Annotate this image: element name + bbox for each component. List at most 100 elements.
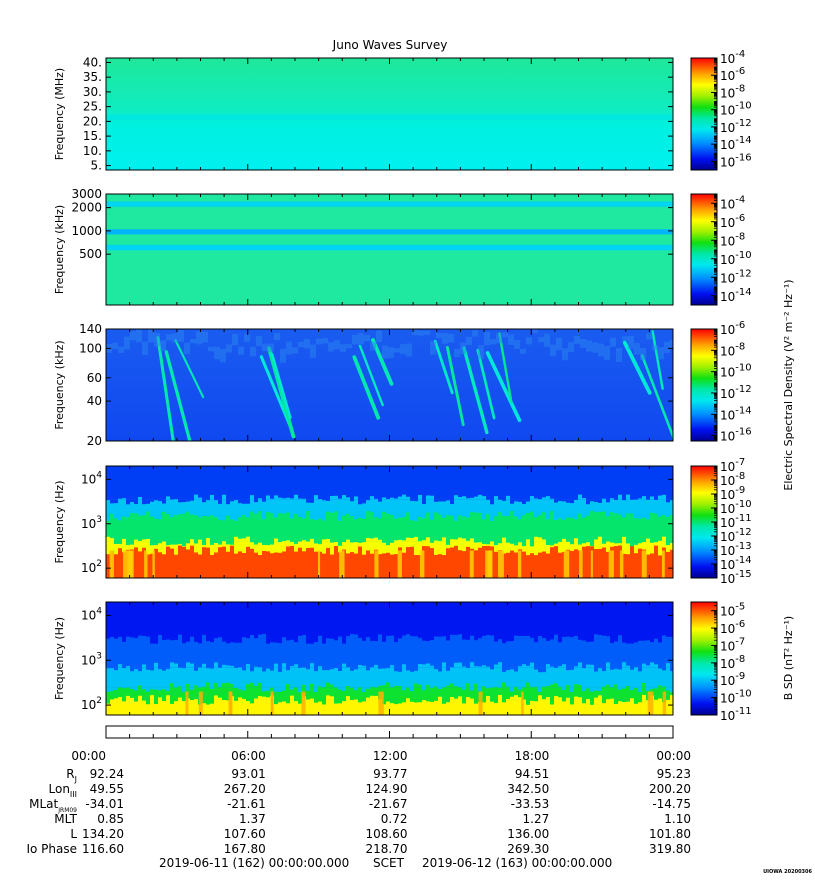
panel-lfr-low-magnetic-texture — [154, 662, 158, 668]
panel-lfr-low-magnetic-texture — [106, 687, 110, 692]
panel-lfr-low-electric-texture — [190, 514, 194, 516]
panel-lfr-low-electric-texture — [126, 515, 130, 518]
panel-lfr-low-electric-texture — [318, 515, 322, 519]
panel-lfr-low-electric-texture — [474, 512, 478, 516]
panel-lfr-low-electric-texture — [110, 499, 114, 504]
panel-lfr-low-magnetic-texture — [218, 697, 222, 700]
panel-hfr-high-ytick-label: 20. — [83, 114, 102, 128]
panel-lfr-low-magnetic-texture — [354, 699, 358, 700]
panel-lfr-low-magnetic-texture — [458, 634, 462, 639]
panel-lfr-low-electric-texture — [314, 495, 318, 500]
panel-lfr-low-electric-texture — [218, 547, 222, 551]
panel-lfr-low-magnetic-texture — [598, 635, 602, 639]
panel-lfr-low-electric-burst-15 — [397, 550, 402, 578]
panel-lfr-low-magnetic-texture — [502, 699, 506, 703]
panel-lfr-low-electric-texture — [194, 494, 198, 500]
panel-lfr-low-electric-texture — [218, 541, 222, 545]
panel-lfr-low-electric-texture — [546, 550, 550, 554]
panel-lfr-high-texture — [484, 332, 490, 346]
panel-lfr-low-electric-texture — [262, 499, 266, 502]
panel-lfr-low-magnetic-texture — [430, 665, 434, 668]
panel-lfr-low-magnetic-texture — [582, 667, 586, 669]
panel-lfr-low-electric-texture — [510, 511, 514, 516]
panel-lfr-low-magnetic-texture — [118, 697, 122, 700]
panel-lfr-high-texture — [412, 329, 418, 336]
ephemeris-value: 342.50 — [507, 782, 549, 796]
panel-lfr-low-magnetic-texture — [426, 663, 430, 668]
panel-lfr-low-electric-texture — [302, 550, 306, 552]
panel-lfr-low-magnetic-texture — [142, 687, 146, 690]
panel-lfr-low-magnetic-texture — [430, 638, 434, 641]
panel-lfr-high-texture — [496, 333, 502, 344]
panel-lfr-low-magnetic-texture — [310, 683, 314, 688]
panel-lfr-low-magnetic-texture — [474, 638, 478, 641]
panel-hfr-high-ytick-label: 5. — [91, 159, 102, 173]
panel-lfr-low-electric-texture — [222, 494, 226, 500]
panel-lfr-low-electric-colorbar-tick-label: 10-12 — [720, 527, 752, 544]
panel-hfr-high-colorbar — [690, 57, 718, 171]
panel-lfr-low-electric-texture — [374, 515, 378, 518]
panel-lfr-high-texture — [238, 346, 244, 355]
panel-lfr-low-electric-texture — [610, 546, 614, 551]
panel-lfr-low-electric-texture — [582, 515, 586, 518]
panel-lfr-low-magnetic-texture — [286, 667, 290, 671]
panel-lfr-low-magnetic-texture — [226, 665, 230, 668]
panel-lfr-low-electric-texture — [182, 499, 186, 503]
time-axis-label: 00:00 — [71, 749, 106, 763]
panel-lfr-low-magnetic-texture — [366, 667, 370, 671]
panel-lfr-low-magnetic-burst-11 — [228, 691, 232, 715]
panel-lfr-low-magnetic-texture — [622, 699, 626, 703]
panel-lfr-low-magnetic-texture — [650, 662, 654, 668]
panel-lfr-low-electric-texture — [506, 550, 510, 553]
panel-lfr-low-electric-texture — [434, 540, 438, 542]
panel-lfr-low-electric-texture — [478, 541, 482, 543]
ephemeris-value: 93.77 — [373, 767, 407, 781]
panel-lfr-low-electric-texture — [150, 499, 154, 502]
panel-lfr-low-magnetic-texture — [414, 667, 418, 671]
panel-lfr-low-magnetic-texture — [662, 635, 666, 639]
panel-lfr-low-electric-texture — [302, 498, 306, 500]
panel-lfr-low-magnetic-texture — [570, 637, 574, 639]
panel-lfr-low-electric-texture — [410, 546, 414, 551]
panel-lfr-low-magnetic-texture — [578, 662, 582, 668]
panel-lfr-low-magnetic-texture — [134, 667, 138, 670]
panel-lfr-low-magnetic-texture — [614, 667, 618, 669]
panel-lfr-low-electric-texture — [266, 550, 270, 552]
panel-lfr-low-magnetic-texture — [634, 687, 638, 688]
panel-lfr-low-electric-texture — [626, 494, 630, 500]
panel-lfr-high-texture — [328, 342, 334, 352]
panel-lfr-low-magnetic-texture — [418, 684, 422, 688]
panel-lfr-low-electric-texture — [550, 541, 554, 546]
panel-lfr-low-electric-colorbar-tick-label: 10-9 — [720, 485, 745, 502]
panel-lfr-low-electric-texture — [430, 515, 434, 520]
panel-lfr-low-magnetic-colorbar-tick-label: 10-7 — [720, 636, 745, 653]
panel-lfr-low-magnetic-texture — [166, 695, 170, 700]
panel-lfr-low-magnetic-texture — [278, 687, 282, 692]
panel-lfr-low-electric-texture — [546, 515, 550, 520]
panel-lfr-low-magnetic-texture — [158, 635, 162, 639]
panel-lfr-low-electric-texture — [194, 541, 198, 544]
panel-lfr-low-magnetic-texture — [606, 662, 610, 668]
panel-lfr-low-magnetic-texture — [434, 686, 438, 688]
panel-lfr-high-colorbar-tick-label: 10-6 — [720, 320, 745, 337]
panel-lfr-low-magnetic-texture — [534, 699, 538, 702]
panel-lfr-low-magnetic-texture — [342, 638, 346, 644]
ephemeris-row-label: L — [70, 827, 77, 841]
panel-lfr-low-electric-texture — [586, 499, 590, 505]
panel-lfr-low-magnetic-texture — [630, 687, 634, 691]
panel-lfr-high-colorbar-tick-label: 10-10 — [720, 363, 752, 380]
panel-hfr-high-colorbar-tick-label: 10-4 — [720, 49, 745, 66]
panel-lfr-low-electric-texture — [230, 541, 234, 545]
panel-lfr-low-magnetic-texture — [614, 638, 618, 642]
panel-lfr-low-electric-texture — [454, 545, 458, 551]
panel-lfr-low-electric-texture — [434, 512, 438, 516]
panel-lfr-low-electric-burst-10 — [608, 550, 614, 578]
panel-lfr-low-electric-texture — [618, 545, 622, 551]
panel-lfr-low-electric-texture — [250, 495, 254, 500]
panel-lfr-low-electric-texture — [198, 497, 202, 500]
panel-lfr-high-texture — [124, 336, 130, 350]
panel-lfr-high-texture — [322, 337, 328, 344]
panel-lfr-low-magnetic-texture — [206, 699, 210, 705]
panel-lfr-low-electric-texture — [294, 550, 298, 552]
panel-lfr-low-magnetic-texture — [454, 662, 458, 668]
